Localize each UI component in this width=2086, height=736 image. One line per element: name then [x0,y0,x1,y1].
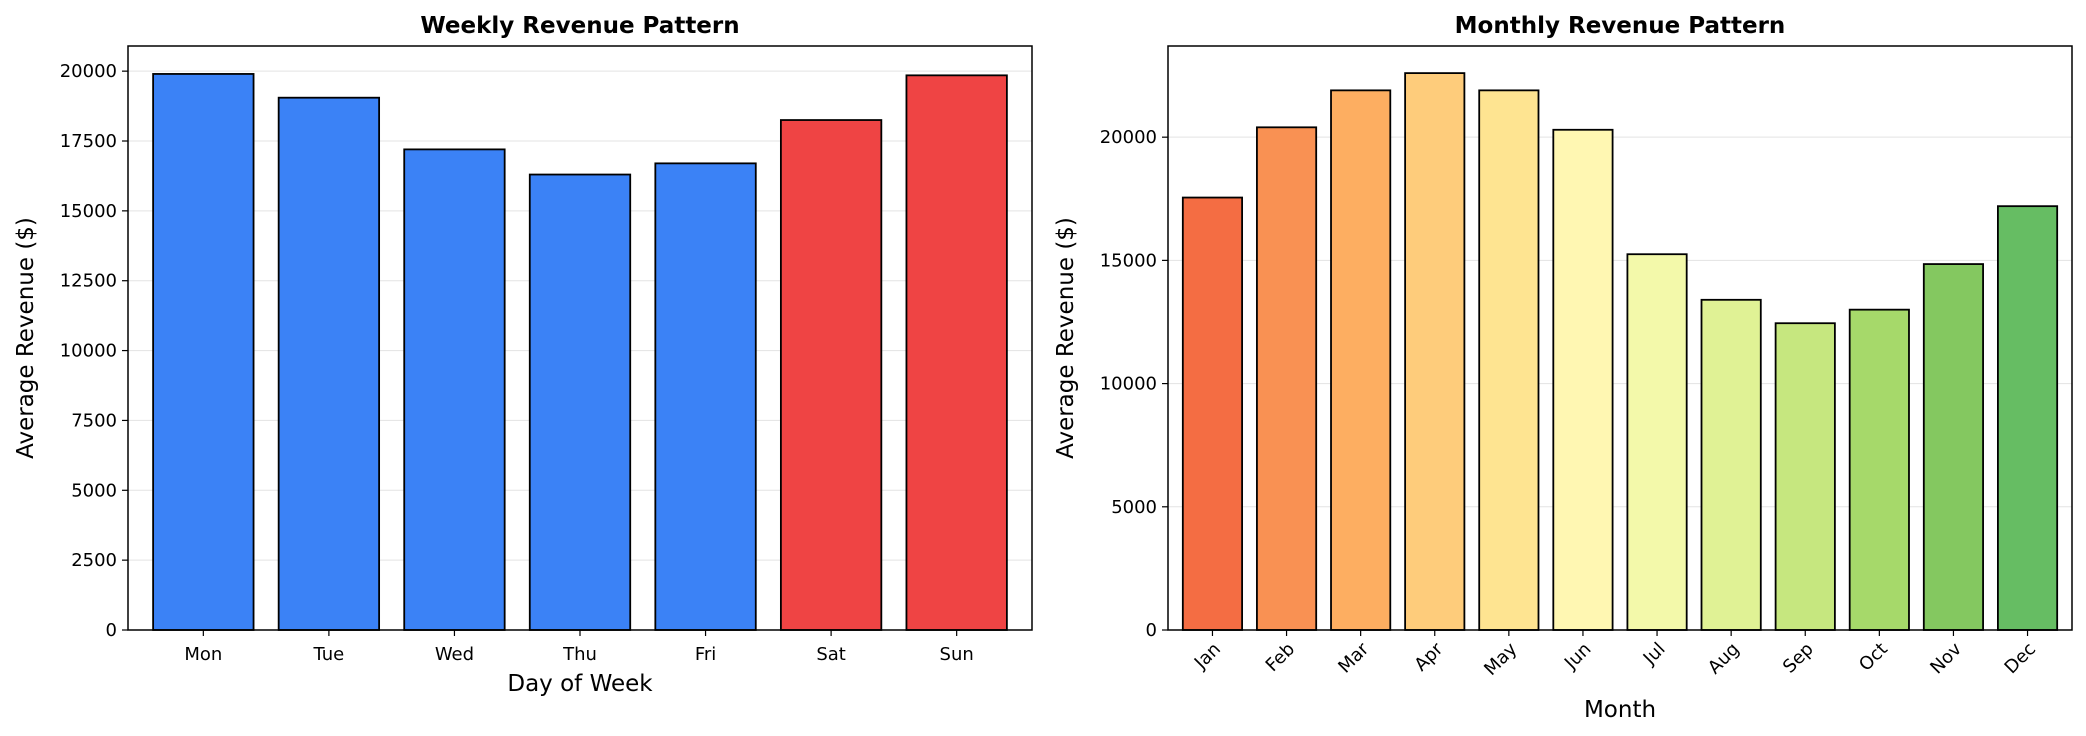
y-tick-label: 15000 [1100,250,1157,271]
y-tick-label: 10000 [60,341,117,362]
x-axis-ticks: Mon Tue Wed Thu Fri Sat Sun [184,630,974,665]
bars [1181,72,2059,631]
y-axis-ticks: 0 2500 5000 7500 10000 12500 15000 17500 20000 [60,61,128,641]
y-tick-label: 10000 [1100,374,1157,395]
bar-sat [779,119,883,631]
x-tick-label: Wed [435,644,474,665]
bar-fri [654,162,757,631]
y-tick-label: 20000 [60,61,117,82]
y-tick-label: 12500 [60,271,117,292]
y-tick-label: 20000 [1100,127,1157,148]
x-tick-label: Mon [184,644,222,665]
bar-thu [528,173,632,631]
bar-may [1478,89,1540,631]
bar-aug [1700,298,1762,631]
plot-frame [1167,45,2073,631]
bars [152,73,1008,631]
x-tick-label: Sun [940,644,974,665]
bar-nov [1922,263,1984,631]
x-tick-label: Thu [562,644,597,665]
monthly-revenue-chart: Monthly Revenue Pattern Average Revenue … [1053,13,2073,723]
chart-title: Monthly Revenue Pattern [1455,13,1786,39]
x-axis-label: Month [1584,697,1656,723]
x-tick-label: Fri [695,644,716,665]
bar-oct [1848,308,1910,631]
x-tick-label: May [1480,638,1521,679]
bar-sep [1774,322,1836,631]
bar-mon [152,73,255,631]
x-axis-ticks: Jan Feb Mar Apr May Jun Jul Aug Sep Oct Nov Dec [1190,630,2040,680]
x-tick-label: Jul [1639,639,1670,670]
chart-title: Weekly Revenue Pattern [420,13,739,39]
bar-mar [1330,89,1392,631]
y-tick-label: 5000 [71,480,117,501]
y-tick-label: 0 [1146,620,1157,641]
y-axis-label: Average Revenue ($) [1053,217,1079,459]
x-tick-label: Feb [1262,639,1299,676]
y-tick-label: 2500 [71,550,117,571]
plot-frame [127,45,1033,631]
weekly-revenue-chart: Weekly Revenue Pattern Average Revenue (… [13,13,1033,697]
x-tick-label: Tue [313,644,345,665]
y-tick-label: 15000 [60,201,117,222]
x-tick-label: Sat [816,644,846,665]
y-axis-ticks: 0 5000 10000 15000 20000 [1100,127,1168,641]
x-tick-label: Oct [1855,639,1892,676]
x-tick-label: Jun [1560,639,1595,674]
x-tick-label: Mar [1334,638,1373,677]
x-axis-label: Day of Week [507,671,653,697]
bar-sun [905,74,1008,631]
bar-jan [1181,196,1243,631]
x-tick-label: Aug [1704,639,1744,679]
bar-jun [1552,128,1614,631]
x-tick-label: Sep [1779,639,1818,678]
y-tick-label: 0 [106,620,117,641]
x-tick-label: Nov [1926,638,1966,678]
bar-tue [277,96,381,631]
y-tick-label: 5000 [1111,497,1157,518]
bar-jul [1626,253,1688,631]
bar-feb [1256,126,1318,631]
y-axis-label: Average Revenue ($) [13,217,39,459]
y-tick-label: 17500 [60,131,117,152]
x-tick-label: Dec [2001,639,2040,678]
bar-apr [1404,72,1466,631]
y-tick-label: 7500 [71,410,117,431]
x-tick-label: Jan [1190,639,1225,674]
x-tick-label: Apr [1410,638,1447,675]
bar-wed [403,148,506,631]
bar-dec [1997,205,2059,631]
